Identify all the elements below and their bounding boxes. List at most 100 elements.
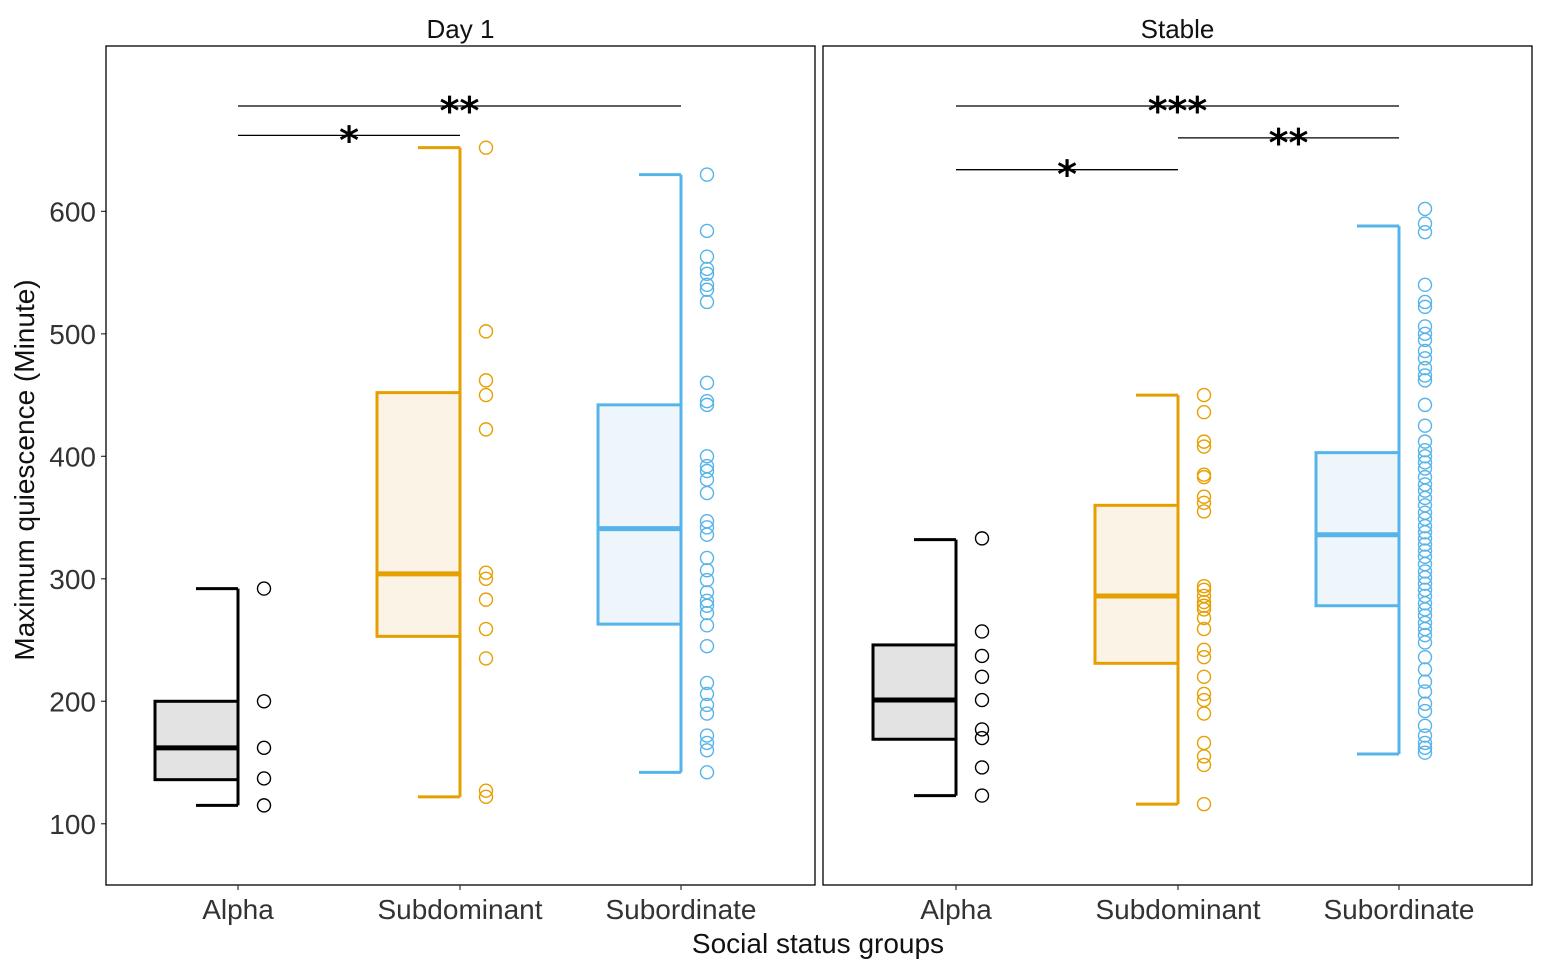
data-point [478,387,494,403]
data-point [1417,294,1433,310]
data-point [699,527,715,542]
data-point [478,565,494,580]
data-point [1417,703,1433,719]
data-point [1417,740,1433,756]
data-point [1417,368,1433,383]
data-point [1196,578,1212,594]
data-point [699,675,715,691]
data-point [699,397,715,413]
data-point [1417,434,1433,449]
data-point [1417,461,1433,476]
data-point [1417,490,1433,506]
box-alpha [153,581,272,813]
data-point [1196,489,1212,504]
significance-label: ** [1269,121,1309,165]
data-point [478,373,494,388]
data-point [974,669,990,684]
data-point [1196,594,1212,610]
data-point [974,730,990,746]
x-axis-title: Social status groups [692,928,944,959]
data-point [699,598,715,613]
data-point [699,282,715,297]
data-point [1196,387,1212,403]
data-point [1417,326,1433,342]
data-point [699,375,715,391]
data-point [478,324,494,339]
data-point [974,531,990,546]
data-point [1417,728,1433,743]
data-point [1417,627,1433,643]
data-point [699,261,715,277]
data-point [478,621,494,637]
y-tick-label: 300 [49,564,96,595]
data-point [1417,373,1433,388]
data-point [256,581,272,596]
box-iqr [1093,503,1180,665]
data-point [1196,495,1212,511]
data-point [1196,749,1212,764]
data-point [1196,735,1212,751]
data-point [1196,405,1212,420]
data-point [1196,669,1212,684]
y-axis-title: Maximum quiescence (Minute) [9,279,40,660]
data-point [699,638,715,654]
box-iqr [1314,451,1401,608]
x-tick-label: Subordinate [1323,894,1474,925]
data-point [478,651,494,666]
data-point [1417,674,1433,689]
data-point [1196,598,1212,613]
box-iqr [153,699,240,782]
data-point [1196,582,1212,598]
data-point [699,266,715,282]
data-point [699,618,715,633]
data-point [478,140,494,155]
data-point [1417,343,1433,359]
data-point [1417,216,1433,231]
data-point [699,550,715,566]
data-point [1417,718,1433,733]
data-point [256,694,272,709]
data-point [699,393,715,409]
data-point [699,563,715,578]
data-point [699,167,715,182]
data-point [1196,757,1212,773]
data-point [699,520,715,535]
y-tick-label: 400 [49,441,96,472]
data-point [1196,706,1212,721]
data-point [1417,299,1433,315]
box-subdominant [1093,387,1212,812]
data-point [1417,564,1433,579]
data-point [1196,434,1212,449]
x-tick-label: Subdominant [377,894,542,925]
data-point [1417,615,1433,631]
data-point [974,760,990,775]
data-point [699,223,715,239]
data-point [256,740,272,756]
data-point [699,277,715,293]
data-point [1417,531,1433,546]
data-point [1417,684,1433,699]
data-point [699,706,715,721]
data-point [699,686,715,702]
box-subdominant [375,140,494,805]
data-point [1196,439,1212,454]
data-point [1196,610,1212,626]
y-tick-label: 100 [49,809,96,840]
data-point [1417,696,1433,711]
data-point [478,789,494,805]
data-point [1417,319,1433,334]
data-point [256,798,272,813]
x-tick-label: Alpha [920,894,992,925]
significance-label: * [339,118,359,162]
data-point [1417,498,1433,513]
data-point [699,485,715,501]
data-point [478,592,494,607]
box-iqr [871,643,958,741]
data-point [478,571,494,586]
data-point [699,472,715,487]
data-point [699,605,715,621]
data-point [1196,796,1212,812]
data-point [699,593,715,609]
